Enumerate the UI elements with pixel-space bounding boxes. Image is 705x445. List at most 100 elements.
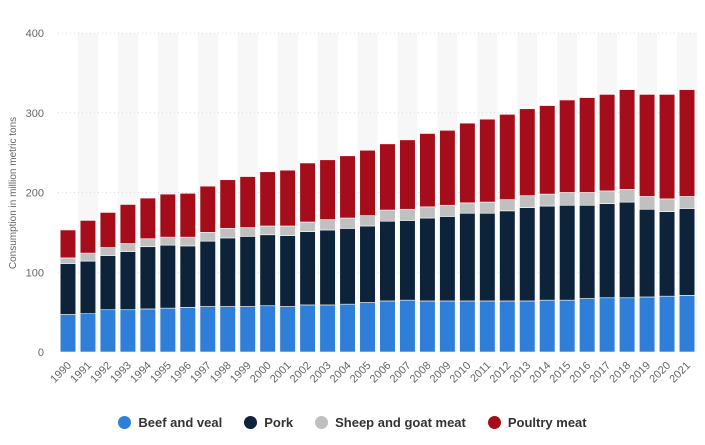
- legend-item-poultry[interactable]: Poultry meat: [487, 415, 587, 430]
- bar-segment-poultry-meat[interactable]: [579, 97, 596, 193]
- bar-segment-pork[interactable]: [619, 201, 636, 299]
- bar-segment-poultry-meat[interactable]: [638, 94, 656, 197]
- bar-segment-pork[interactable]: [159, 244, 176, 309]
- bar-segment-poultry-meat[interactable]: [239, 176, 256, 228]
- bar-segment-beef-and-veal[interactable]: [678, 295, 696, 353]
- bar-segment-sheep-and-goat-meat[interactable]: [519, 195, 536, 208]
- bar-segment-poultry-meat[interactable]: [99, 212, 117, 248]
- bar-segment-sheep-and-goat-meat[interactable]: [599, 190, 616, 204]
- bar-segment-beef-and-veal[interactable]: [379, 300, 396, 353]
- bar-segment-sheep-and-goat-meat[interactable]: [399, 208, 416, 221]
- bar-segment-sheep-and-goat-meat[interactable]: [159, 236, 176, 246]
- bar-segment-beef-and-veal[interactable]: [319, 304, 336, 353]
- bar-segment-beef-and-veal[interactable]: [658, 295, 676, 353]
- bar-segment-sheep-and-goat-meat[interactable]: [279, 225, 296, 236]
- bar-segment-pork[interactable]: [658, 211, 676, 297]
- bar-segment-sheep-and-goat-meat[interactable]: [179, 236, 196, 247]
- bar-segment-pork[interactable]: [678, 208, 696, 296]
- bar-segment-beef-and-veal[interactable]: [59, 314, 77, 353]
- bar-segment-beef-and-veal[interactable]: [139, 308, 156, 353]
- legend-item-pork[interactable]: Pork: [244, 415, 293, 430]
- bar-segment-pork[interactable]: [419, 217, 436, 302]
- bar-segment-poultry-meat[interactable]: [59, 229, 77, 259]
- bar-segment-sheep-and-goat-meat[interactable]: [79, 252, 97, 262]
- bar-segment-pork[interactable]: [439, 216, 456, 302]
- bar-segment-sheep-and-goat-meat[interactable]: [59, 257, 77, 264]
- bar-segment-sheep-and-goat-meat[interactable]: [199, 232, 216, 242]
- bar-segment-pork[interactable]: [519, 207, 536, 302]
- bar-segment-sheep-and-goat-meat[interactable]: [239, 227, 256, 237]
- bar-segment-poultry-meat[interactable]: [379, 143, 396, 211]
- bar-segment-poultry-meat[interactable]: [519, 108, 536, 196]
- bar-segment-poultry-meat[interactable]: [678, 89, 696, 197]
- bar-segment-beef-and-veal[interactable]: [539, 299, 556, 353]
- bar-segment-poultry-meat[interactable]: [319, 159, 336, 220]
- bar-segment-pork[interactable]: [579, 204, 596, 299]
- bar-segment-sheep-and-goat-meat[interactable]: [119, 243, 136, 252]
- bar-segment-beef-and-veal[interactable]: [199, 306, 216, 353]
- bar-segment-sheep-and-goat-meat[interactable]: [219, 228, 236, 239]
- bar-segment-sheep-and-goat-meat[interactable]: [299, 221, 316, 232]
- bar-segment-sheep-and-goat-meat[interactable]: [479, 201, 496, 214]
- bar-segment-poultry-meat[interactable]: [79, 220, 97, 254]
- bar-segment-beef-and-veal[interactable]: [239, 306, 256, 353]
- bar-segment-poultry-meat[interactable]: [459, 122, 476, 204]
- bar-segment-poultry-meat[interactable]: [279, 169, 296, 227]
- bar-segment-beef-and-veal[interactable]: [259, 305, 276, 353]
- bar-segment-beef-and-veal[interactable]: [399, 299, 416, 353]
- bar-segment-sheep-and-goat-meat[interactable]: [419, 206, 436, 219]
- bar-segment-poultry-meat[interactable]: [219, 179, 236, 229]
- bar-segment-beef-and-veal[interactable]: [479, 300, 496, 353]
- bar-segment-pork[interactable]: [359, 225, 376, 303]
- bar-segment-beef-and-veal[interactable]: [299, 304, 316, 353]
- bar-segment-beef-and-veal[interactable]: [179, 307, 196, 353]
- bar-segment-pork[interactable]: [399, 220, 416, 301]
- bar-segment-poultry-meat[interactable]: [119, 204, 136, 244]
- bar-segment-beef-and-veal[interactable]: [519, 300, 536, 353]
- bar-segment-sheep-and-goat-meat[interactable]: [559, 192, 576, 206]
- bar-segment-beef-and-veal[interactable]: [459, 300, 476, 353]
- bar-segment-pork[interactable]: [199, 240, 216, 307]
- bar-segment-pork[interactable]: [239, 236, 256, 307]
- bar-segment-pork[interactable]: [99, 255, 117, 311]
- bar-segment-beef-and-veal[interactable]: [219, 306, 236, 353]
- bar-segment-pork[interactable]: [379, 220, 396, 302]
- bar-segment-poultry-meat[interactable]: [619, 89, 636, 190]
- bar-segment-poultry-meat[interactable]: [419, 133, 436, 208]
- bar-segment-pork[interactable]: [539, 205, 556, 301]
- bar-segment-beef-and-veal[interactable]: [599, 297, 616, 353]
- bar-segment-sheep-and-goat-meat[interactable]: [658, 198, 676, 212]
- bar-segment-sheep-and-goat-meat[interactable]: [359, 215, 376, 227]
- bar-segment-pork[interactable]: [319, 229, 336, 306]
- bar-segment-pork[interactable]: [79, 260, 97, 315]
- bar-segment-beef-and-veal[interactable]: [419, 300, 436, 353]
- bar-segment-beef-and-veal[interactable]: [638, 296, 656, 353]
- bar-segment-sheep-and-goat-meat[interactable]: [638, 196, 656, 210]
- bar-segment-beef-and-veal[interactable]: [339, 303, 356, 353]
- bar-segment-pork[interactable]: [459, 212, 476, 302]
- bar-segment-pork[interactable]: [499, 210, 516, 302]
- bar-segment-poultry-meat[interactable]: [499, 114, 516, 200]
- bar-segment-sheep-and-goat-meat[interactable]: [459, 202, 476, 214]
- bar-segment-poultry-meat[interactable]: [658, 94, 676, 200]
- bar-segment-poultry-meat[interactable]: [299, 162, 316, 223]
- bar-segment-poultry-meat[interactable]: [339, 155, 356, 219]
- bar-segment-beef-and-veal[interactable]: [619, 297, 636, 353]
- bar-segment-poultry-meat[interactable]: [159, 193, 176, 238]
- bar-segment-sheep-and-goat-meat[interactable]: [259, 225, 276, 236]
- bar-segment-sheep-and-goat-meat[interactable]: [339, 217, 356, 229]
- bar-segment-sheep-and-goat-meat[interactable]: [678, 196, 696, 209]
- bar-segment-pork[interactable]: [59, 263, 77, 315]
- bar-segment-sheep-and-goat-meat[interactable]: [139, 238, 156, 248]
- bar-segment-poultry-meat[interactable]: [539, 105, 556, 195]
- bar-segment-pork[interactable]: [259, 234, 276, 307]
- bar-segment-poultry-meat[interactable]: [259, 171, 276, 227]
- bar-segment-beef-and-veal[interactable]: [119, 309, 136, 353]
- bar-segment-beef-and-veal[interactable]: [279, 306, 296, 353]
- bar-segment-beef-and-veal[interactable]: [99, 309, 117, 353]
- bar-segment-pork[interactable]: [119, 251, 136, 311]
- bar-segment-poultry-meat[interactable]: [599, 94, 616, 192]
- bar-segment-beef-and-veal[interactable]: [439, 300, 456, 353]
- bar-segment-pork[interactable]: [299, 231, 316, 306]
- bar-segment-beef-and-veal[interactable]: [579, 298, 596, 353]
